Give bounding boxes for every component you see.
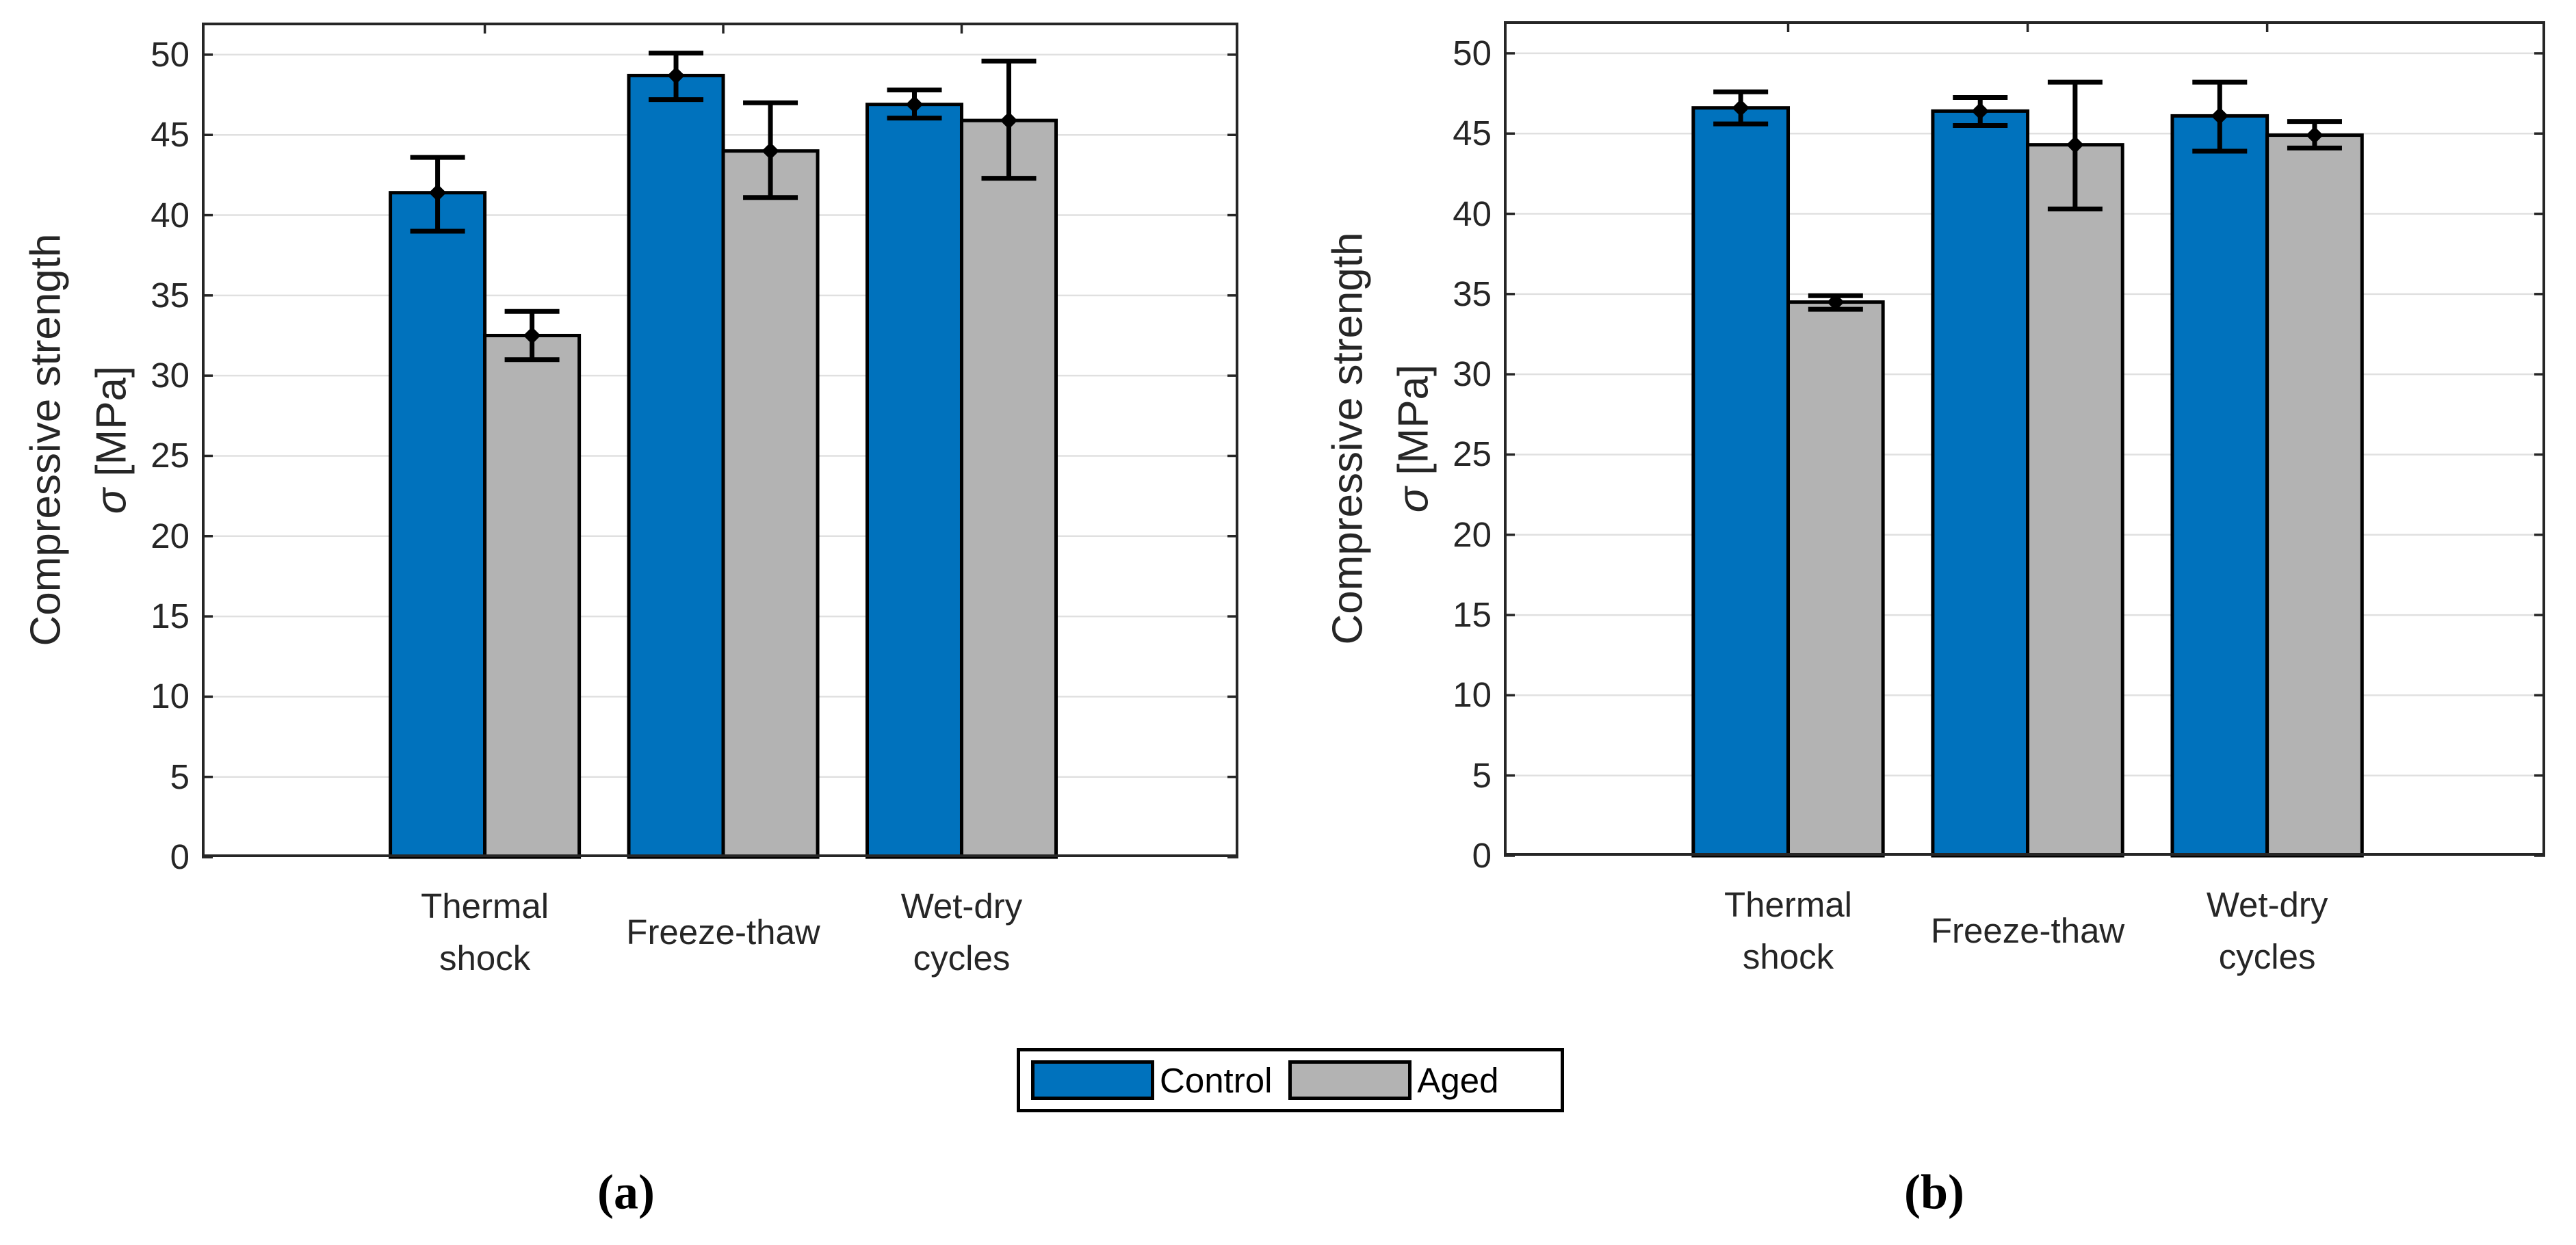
y-tick-label: 50 <box>151 34 190 74</box>
x-tick-label: Thermal shock <box>1723 885 1853 976</box>
y-tick-label: 5 <box>170 757 190 796</box>
bar-control-1 <box>627 73 725 859</box>
sigma-symbol-a: σ <box>88 488 135 514</box>
y-tick-label: 30 <box>151 356 190 395</box>
y-tick-label: 0 <box>170 837 190 876</box>
y-tick-label: 10 <box>1453 675 1492 715</box>
bar-aged-2 <box>959 118 1058 859</box>
y-tick-label: 20 <box>151 516 190 555</box>
x-tick-label: Wet-dry cycles <box>900 887 1023 978</box>
caption-b: (b) <box>1904 1164 1964 1220</box>
y-tick-label: 20 <box>1453 514 1492 554</box>
y-tick-label: 35 <box>1453 274 1492 313</box>
y-tick-label: 50 <box>1453 33 1492 73</box>
mean-marker <box>2211 107 2229 125</box>
legend: Control Aged <box>1017 1048 1564 1112</box>
y-tick-label: 25 <box>151 436 190 475</box>
y-tick-label: 15 <box>1453 595 1492 635</box>
y-tick-label: 10 <box>151 677 190 716</box>
x-tick-label: Wet-dry cycles <box>2206 885 2328 976</box>
mean-marker <box>523 326 541 345</box>
mean-marker <box>1827 293 1845 311</box>
caption-a: (a) <box>597 1164 655 1220</box>
sigma-symbol-b: σ <box>1390 486 1437 513</box>
bar-aged-0 <box>483 334 582 859</box>
bar-control-2 <box>2170 114 2269 858</box>
bar-control-0 <box>389 191 487 859</box>
y-tick-label: 35 <box>151 275 190 315</box>
y-tick-label: 45 <box>151 115 190 155</box>
bar-aged-2 <box>2265 133 2364 858</box>
legend-swatch-aged <box>1288 1060 1412 1100</box>
bar-aged-1 <box>2026 143 2124 858</box>
y-tick-label: 30 <box>1453 354 1492 394</box>
legend-swatch-control <box>1031 1060 1154 1100</box>
y-axis-label-line1-a: Compressive strength <box>22 233 70 646</box>
y-tick-label: 5 <box>1472 755 1492 795</box>
y-axis-label-line1-b: Compressive strength <box>1324 232 1372 645</box>
bar-aged-0 <box>1786 300 1885 858</box>
y-tick-label: 15 <box>151 597 190 636</box>
x-tick-label: Freeze-thaw <box>626 913 820 952</box>
x-tick-label: Freeze-thaw <box>1930 911 2125 950</box>
legend-label-aged: Aged <box>1417 1060 1499 1100</box>
legend-label-control: Control <box>1160 1060 1273 1100</box>
plot-area-b <box>1504 21 2545 858</box>
plot-area-a <box>202 23 1238 859</box>
y-tick-label: 0 <box>1472 836 1492 875</box>
bar-aged-1 <box>721 149 820 859</box>
mean-marker <box>1971 102 1989 120</box>
plot-border <box>1504 21 2545 856</box>
mean-marker <box>667 66 685 85</box>
bar-control-0 <box>1691 106 1791 858</box>
y-tick-label: 40 <box>151 195 190 235</box>
x-tick-label: Thermal shock <box>421 887 549 978</box>
plot-border <box>202 23 1238 857</box>
bar-control-2 <box>865 103 963 859</box>
y-tick-label: 40 <box>1453 194 1492 233</box>
y-tick-label: 45 <box>1453 114 1492 153</box>
bar-control-1 <box>1931 109 2030 858</box>
y-tick-label: 25 <box>1453 434 1492 474</box>
